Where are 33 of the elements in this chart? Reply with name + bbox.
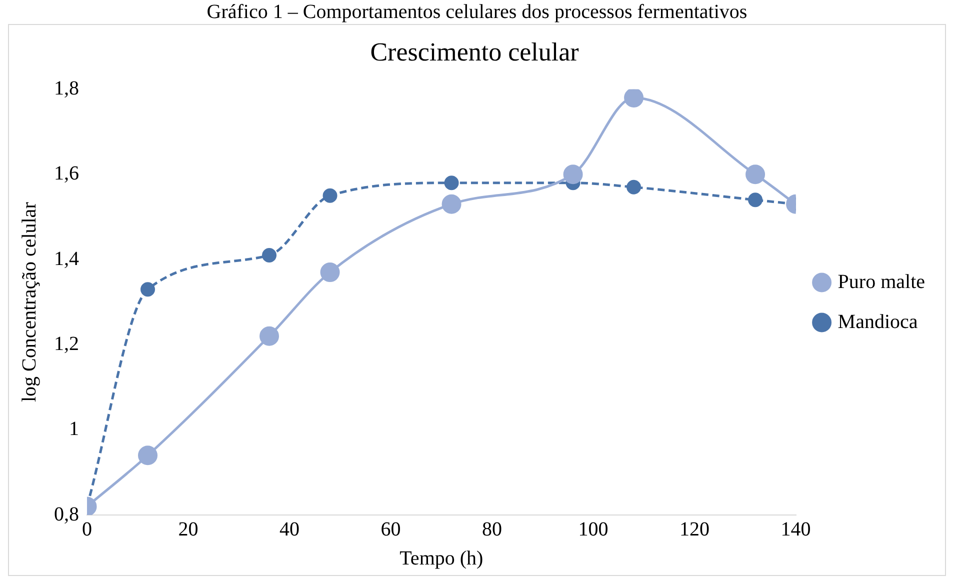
- x-tick-label: 40: [280, 518, 300, 540]
- x-tick-label: 100: [578, 518, 608, 540]
- y-tick-label: 1,4: [54, 248, 79, 270]
- x-tick-label: 20: [178, 518, 198, 540]
- x-tick-label: 140: [780, 518, 811, 540]
- point: [262, 248, 277, 263]
- y-tick-label: 1: [69, 418, 79, 440]
- x-axis-title: Tempo (h): [400, 547, 484, 570]
- point: [260, 326, 280, 346]
- legend-label: Puro malte: [838, 270, 926, 293]
- y-tick-label: 1,6: [54, 162, 79, 185]
- chart-title: Crescimento celular: [370, 37, 580, 66]
- point: [320, 262, 340, 282]
- point: [746, 164, 766, 184]
- legend-label: Mandioca: [838, 310, 918, 333]
- y-tick-label: 1,8: [54, 77, 79, 100]
- point: [624, 89, 644, 108]
- x-tick-label: 0: [82, 518, 92, 540]
- point: [442, 194, 462, 214]
- y-axis-title: log Concentração celular: [18, 202, 40, 402]
- x-tick-label: 80: [482, 518, 502, 540]
- y-tick-label: 1,2: [54, 332, 79, 355]
- x-tick-label: 120: [680, 518, 710, 540]
- point: [444, 176, 459, 190]
- point: [748, 192, 763, 208]
- x-tick-label: 60: [380, 518, 401, 540]
- point: [563, 164, 583, 184]
- y-tick-label: 0,8: [54, 503, 79, 526]
- point: [626, 180, 642, 194]
- point: [140, 282, 156, 297]
- point: [138, 446, 158, 466]
- text: Gráfico 1 – Comportamentos celulares dos processos fermentativos: [206, 0, 748, 24]
- point: [322, 188, 338, 203]
